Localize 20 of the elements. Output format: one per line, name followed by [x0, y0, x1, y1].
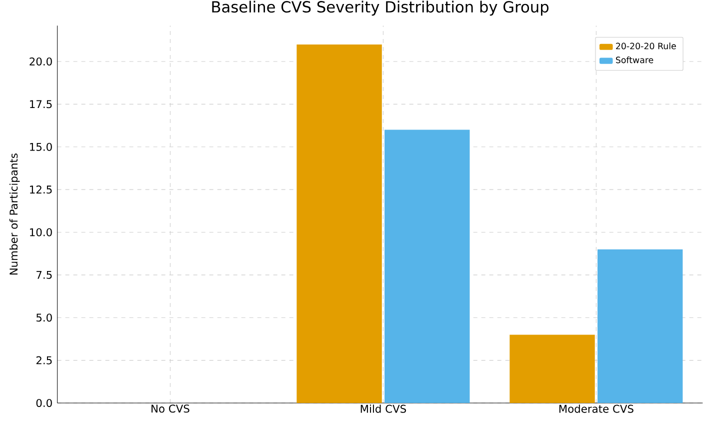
y-tick-label: 20.0 [30, 57, 52, 66]
y-tick-label: 7.5 [36, 270, 52, 279]
y-tick-label: 15.0 [30, 142, 52, 151]
legend-label: 20-20-20 Rule [616, 42, 676, 50]
bar [598, 249, 683, 403]
x-tick-label: Moderate CVS [559, 404, 634, 413]
y-tick-label: 0.0 [36, 398, 52, 408]
chart-title: Baseline CVS Severity Distribution by Group [212, 0, 548, 16]
bar [296, 44, 382, 403]
y-tick-label: 12.5 [30, 186, 52, 194]
bar [510, 334, 595, 403]
legend-label: Software [616, 56, 654, 64]
y-tick-label: 2.5 [36, 356, 52, 364]
y-tick-label: 10.0 [30, 228, 52, 236]
y-axis-title: Number of Participants [9, 154, 20, 275]
x-tick-label: No CVS [152, 404, 190, 413]
bar [384, 130, 470, 403]
x-tick-label: Mild CVS [360, 404, 406, 413]
y-tick-label: 5.0 [36, 314, 52, 322]
y-tick-label: 17.5 [30, 100, 52, 108]
